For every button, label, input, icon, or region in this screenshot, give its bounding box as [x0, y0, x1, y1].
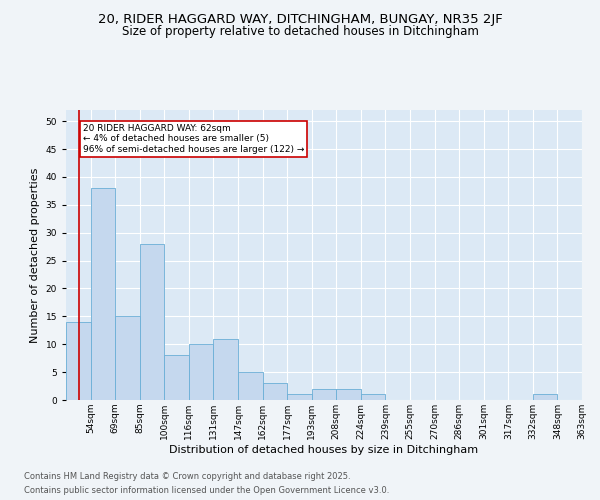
Y-axis label: Number of detached properties: Number of detached properties — [30, 168, 40, 342]
X-axis label: Distribution of detached houses by size in Ditchingham: Distribution of detached houses by size … — [169, 444, 479, 454]
Bar — [140, 244, 164, 400]
Bar — [336, 389, 361, 400]
Bar — [312, 389, 336, 400]
Bar — [164, 356, 189, 400]
Bar — [66, 322, 91, 400]
Text: 20, RIDER HAGGARD WAY, DITCHINGHAM, BUNGAY, NR35 2JF: 20, RIDER HAGGARD WAY, DITCHINGHAM, BUNG… — [98, 12, 502, 26]
Bar — [263, 384, 287, 400]
Bar — [533, 394, 557, 400]
Bar — [287, 394, 312, 400]
Bar — [361, 394, 385, 400]
Bar — [214, 338, 238, 400]
Bar — [91, 188, 115, 400]
Text: Size of property relative to detached houses in Ditchingham: Size of property relative to detached ho… — [122, 25, 478, 38]
Bar — [238, 372, 263, 400]
Text: 20 RIDER HAGGARD WAY: 62sqm
← 4% of detached houses are smaller (5)
96% of semi-: 20 RIDER HAGGARD WAY: 62sqm ← 4% of deta… — [83, 124, 304, 154]
Bar — [115, 316, 140, 400]
Text: Contains HM Land Registry data © Crown copyright and database right 2025.: Contains HM Land Registry data © Crown c… — [24, 472, 350, 481]
Bar — [189, 344, 214, 400]
Text: Contains public sector information licensed under the Open Government Licence v3: Contains public sector information licen… — [24, 486, 389, 495]
